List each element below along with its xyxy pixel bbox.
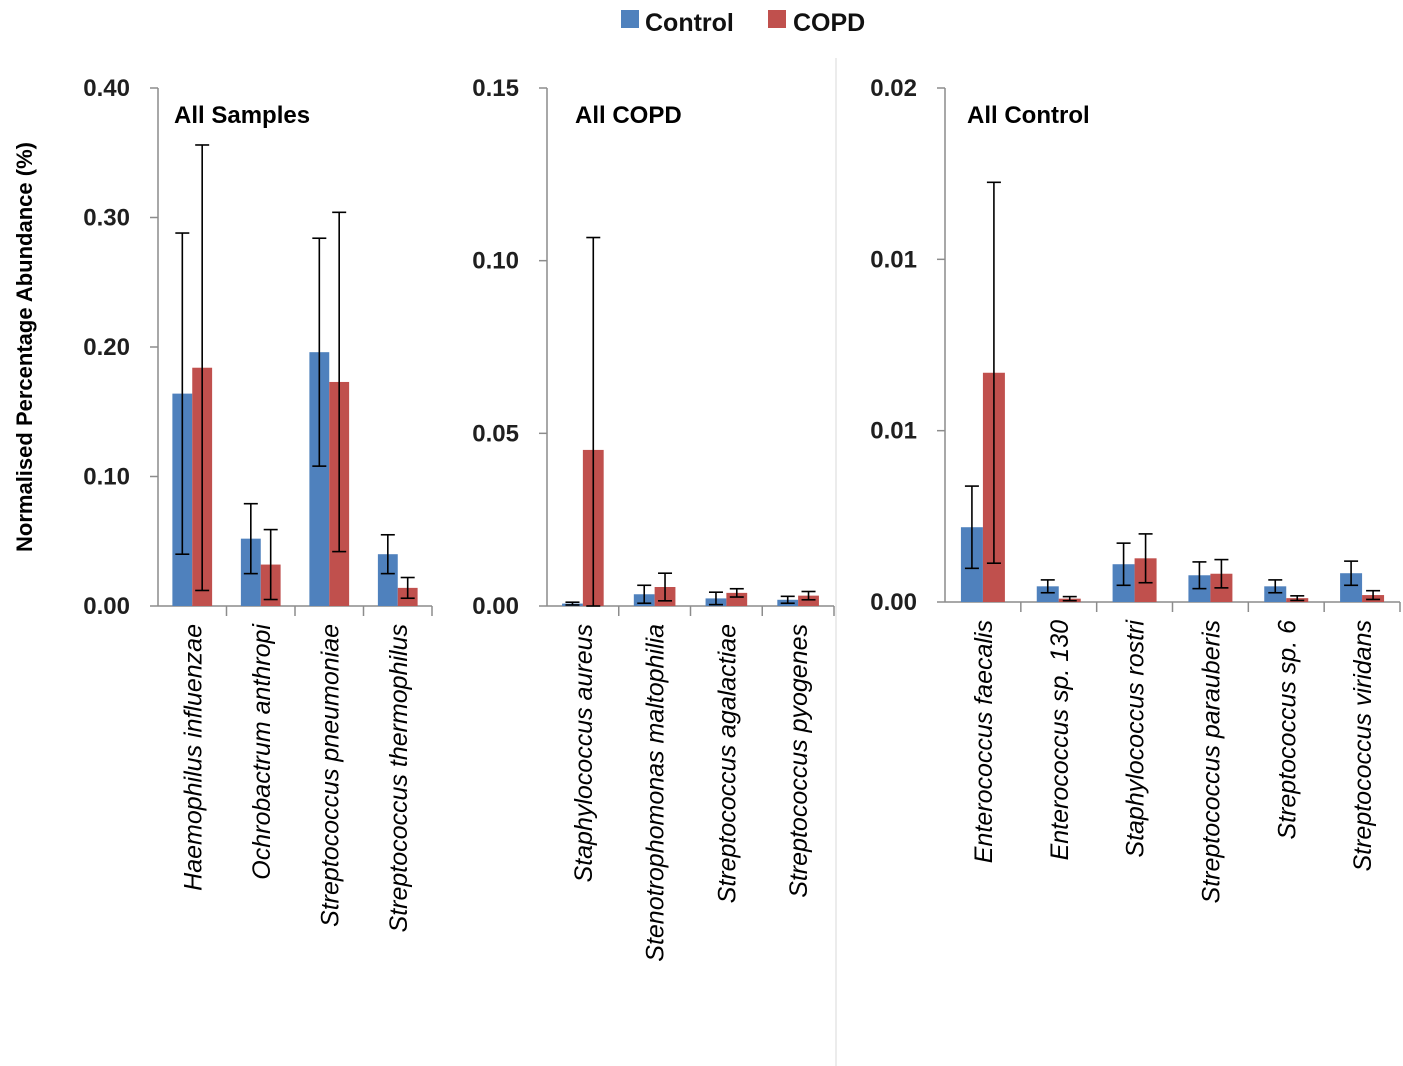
chart-panels: 0.00 0.10 0.20 0.30 0.40 All Samples Haemophil… <box>83 75 1401 962</box>
x-category-label: Streptococcus parauberis <box>1197 620 1225 903</box>
x-category-label: Streptococcus agalactiae <box>713 624 741 903</box>
x-category-label: Streptococcus sp. 6 <box>1273 620 1301 840</box>
y-tick-label: 0.01 <box>870 418 917 445</box>
bar-control <box>309 352 330 606</box>
bar-control <box>377 554 398 606</box>
legend-swatch-control <box>621 10 639 28</box>
x-category-label: Enterococcus sp. 130 <box>1046 620 1074 861</box>
y-tick-label: 0.05 <box>472 420 519 447</box>
x-category-label: Stenotrophomonas maltophilia <box>642 624 670 962</box>
legend-label-control: Control <box>645 9 734 37</box>
bar-control <box>1340 573 1363 602</box>
y-tick-label: 0.15 <box>472 75 519 102</box>
panel-1: 0.00 0.10 0.20 0.30 0.40 All Samples Haemophil… <box>83 75 433 932</box>
legend: Control COPD <box>621 9 865 37</box>
legend-swatch-copd <box>768 10 786 28</box>
y-tick-label: 0.01 <box>870 246 917 273</box>
bar-control <box>1036 586 1059 602</box>
x-category-label: Streptococcus pneumoniae <box>316 624 344 927</box>
bar-copd <box>726 592 748 606</box>
panel-title: All Samples <box>174 102 310 129</box>
x-category-label: Haemophilus influenzae <box>179 624 207 891</box>
bar-copd <box>798 595 819 606</box>
x-category-label: Enterococcus faecalis <box>970 620 998 863</box>
x-category-label: Streptococcus pyogenes <box>785 624 813 898</box>
y-tick-label: 0.10 <box>83 464 130 491</box>
y-tick-label: 0.00 <box>472 593 519 620</box>
y-tick-label: 0.40 <box>83 75 130 102</box>
x-category-label: Staphylococcus rostri <box>1122 619 1150 858</box>
y-tick-label: 0.10 <box>472 248 519 275</box>
panel-2: 0.00 0.05 0.10 0.15 All COPD Staphylococcus a… <box>472 75 835 962</box>
panel-title: All Control <box>967 102 1090 129</box>
x-category-label: Streptococcus thermophilus <box>385 624 413 932</box>
bar-control <box>1264 586 1287 602</box>
legend-label-copd: COPD <box>793 9 865 37</box>
panel-3: 0.00 0.01 0.01 0.02 All Control Enterococcus … <box>870 75 1401 903</box>
y-axis-label: Normalised Percentage Abundance (%) <box>12 142 37 552</box>
panel-title: All COPD <box>575 102 682 129</box>
y-tick-label: 0.20 <box>83 334 130 361</box>
x-category-label: Staphylococcus aureus <box>570 624 598 882</box>
y-tick-label: 0.00 <box>83 593 130 620</box>
y-tick-label: 0.02 <box>870 75 917 102</box>
x-category-label: Streptococcus viridans <box>1349 620 1377 872</box>
y-tick-label: 0.00 <box>870 589 917 616</box>
y-tick-label: 0.30 <box>83 205 130 232</box>
x-category-label: Ochrobactrum anthropi <box>248 623 276 880</box>
